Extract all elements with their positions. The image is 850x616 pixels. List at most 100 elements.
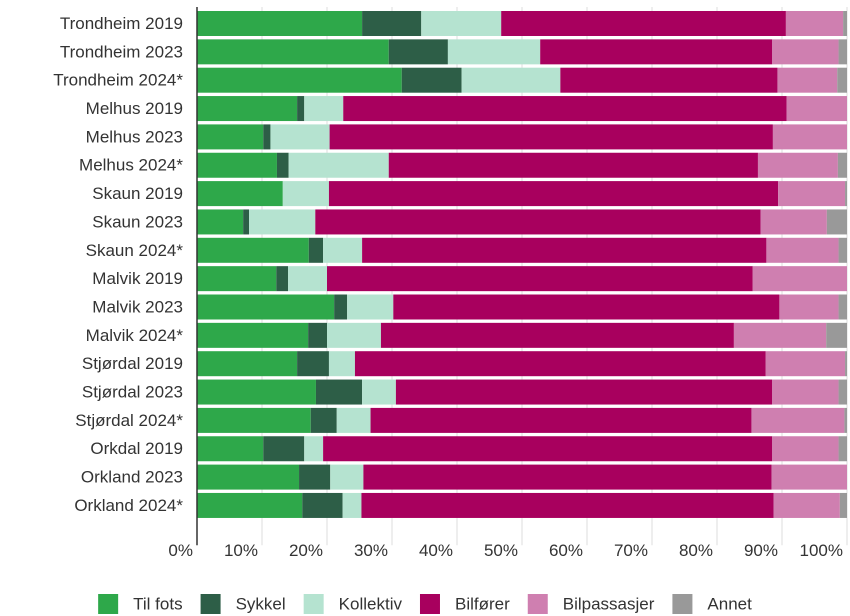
bar-segment [772, 39, 839, 65]
bar-segment [249, 209, 316, 235]
bar-segment [197, 379, 316, 405]
bar-segment [342, 492, 362, 518]
bar-segment [330, 464, 364, 490]
y-tick-label: Orkland 2023 [81, 468, 183, 487]
bar-segment [197, 266, 277, 292]
x-tick-label: 80% [679, 541, 713, 560]
bar-segment [838, 39, 847, 65]
legend-swatch [98, 594, 119, 614]
bar-segment [786, 96, 847, 122]
bar-segment [197, 464, 300, 490]
bar-segment [315, 379, 363, 405]
bar-segment [197, 209, 244, 235]
bar-segment [560, 67, 778, 93]
y-tick-label: Stjørdal 2024* [75, 411, 183, 430]
bar-segment [328, 351, 355, 377]
bar-segment [838, 436, 847, 462]
legend-swatch [200, 594, 221, 614]
bar-segment [844, 407, 847, 433]
bar-segment [388, 39, 448, 65]
bar-segment [197, 294, 335, 320]
bar-segment [778, 181, 846, 207]
bar-segment [845, 351, 847, 377]
legend-swatch [527, 594, 548, 614]
bar-segment [388, 152, 758, 178]
bar-segment [421, 11, 502, 36]
bar-segment [310, 407, 337, 433]
x-tick-label: 30% [354, 541, 388, 560]
bar-segment [380, 322, 734, 348]
legend-label: Til fots [133, 594, 182, 613]
y-tick-label: Trondheim 2023 [60, 42, 183, 61]
bar-segment [263, 436, 305, 462]
y-tick-label: Melhus 2019 [86, 99, 183, 118]
bar-segment [328, 181, 779, 207]
y-tick-label: Malvik 2023 [92, 297, 183, 316]
y-tick-label: Skaun 2024* [86, 241, 184, 260]
x-tick-label: 20% [289, 541, 323, 560]
y-tick-label: Melhus 2024* [79, 156, 183, 175]
bar-segment [540, 39, 773, 65]
bar-segment [327, 322, 381, 348]
bar-segment [197, 351, 298, 377]
bar-segment [197, 237, 309, 263]
bar-segment [845, 181, 847, 207]
bar-segment [752, 266, 847, 292]
bar-segment [299, 464, 331, 490]
bar-segment [771, 464, 847, 490]
bar-segment [760, 209, 827, 235]
bar-segment [197, 181, 283, 207]
y-tick-label: Trondheim 2019 [60, 14, 183, 33]
x-tick-label: 0% [168, 541, 193, 560]
y-tick-label: Orkdal 2019 [90, 439, 183, 458]
legend-swatch [419, 594, 440, 614]
bar-segment [777, 67, 838, 93]
x-tick-label: 100% [800, 541, 843, 560]
bar-segment [329, 124, 773, 150]
bar-segment [733, 322, 827, 348]
bar-segment [401, 67, 462, 93]
bar-segment [362, 379, 396, 405]
bar-segment [361, 492, 774, 518]
bar-segment [304, 96, 344, 122]
y-tick-label: Skaun 2023 [92, 212, 183, 231]
y-tick-label: Trondheim 2024* [53, 71, 183, 90]
bar-segment [308, 322, 327, 348]
bar-segment [370, 407, 752, 433]
y-tick-label: Stjørdal 2019 [82, 354, 183, 373]
y-tick-label: Melhus 2023 [86, 127, 183, 146]
y-tick-label: Orkland 2024* [74, 496, 183, 515]
bar-segment [302, 492, 343, 518]
x-tick-label: 90% [744, 541, 778, 560]
bar-segment [826, 209, 847, 235]
bar-segment [347, 294, 394, 320]
bar-segment [393, 294, 780, 320]
x-tick-label: 10% [224, 541, 258, 560]
bar-segment [447, 39, 541, 65]
x-tick-label: 40% [419, 541, 453, 560]
bar-segment [765, 351, 846, 377]
bar-segment [362, 11, 422, 36]
bar-segment [773, 492, 840, 518]
bar-segment [282, 181, 329, 207]
x-tick-label: 60% [549, 541, 583, 560]
bar-segment [362, 237, 767, 263]
bar-segment [837, 67, 847, 93]
legend-swatch [303, 594, 324, 614]
bar-segment [197, 152, 277, 178]
bar-segment [785, 11, 844, 36]
bar-segment [839, 492, 847, 518]
legend-label: Sykkel [236, 594, 286, 613]
bar-segment [270, 124, 330, 150]
bar-segment [772, 124, 847, 150]
bar-segment [501, 11, 786, 36]
y-tick-label: Skaun 2019 [92, 184, 183, 203]
bar-segment [315, 209, 761, 235]
bar-segment [838, 237, 847, 263]
bar-segment [276, 266, 288, 292]
bar-segment [304, 436, 324, 462]
bar-segment [826, 322, 847, 348]
bar-segment [243, 209, 249, 235]
bar-segment [276, 152, 289, 178]
